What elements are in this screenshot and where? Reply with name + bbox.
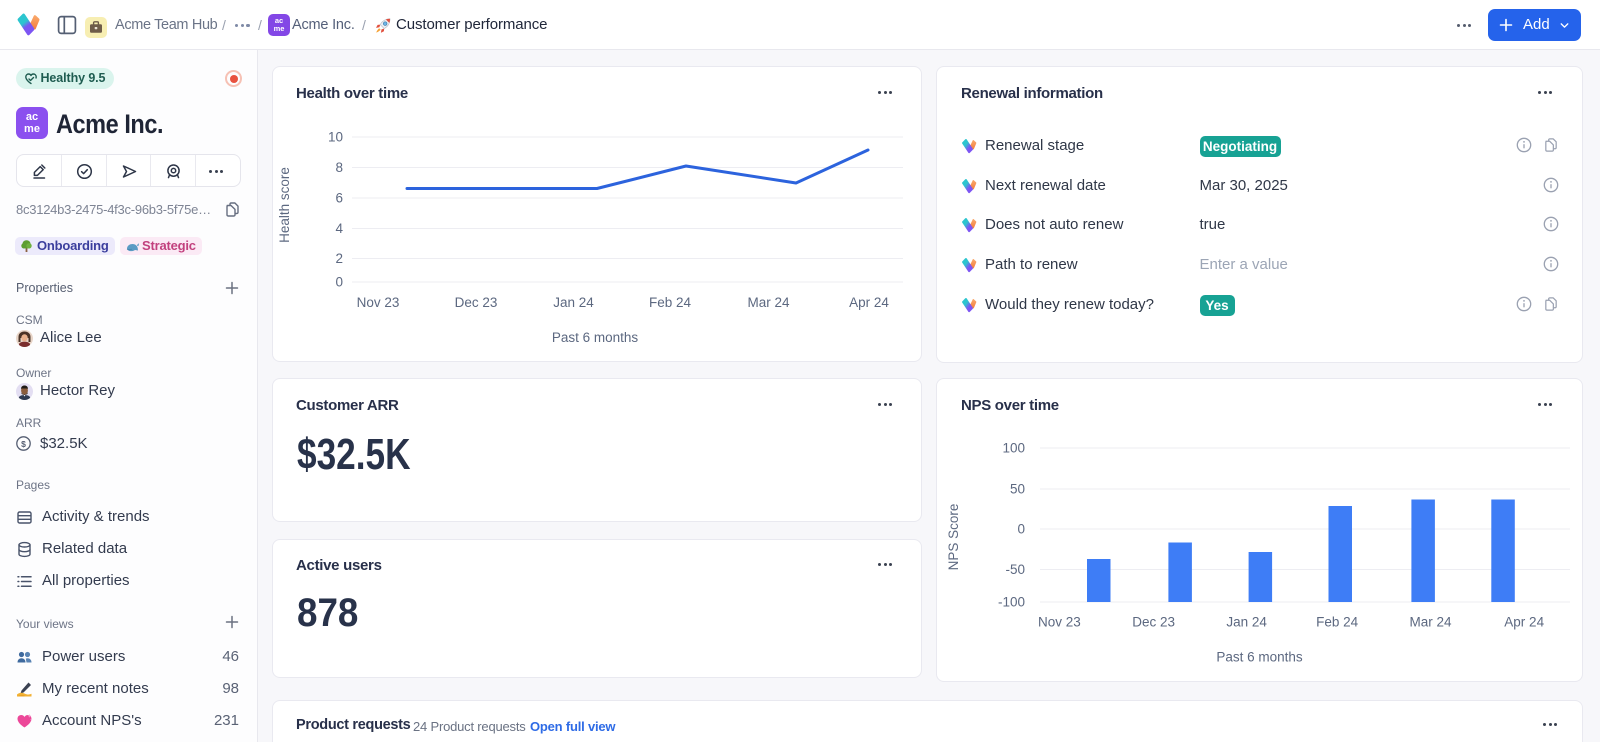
svg-text:$: $ <box>21 439 26 449</box>
svg-text:-100: -100 <box>998 595 1025 610</box>
svg-text:Nov 23: Nov 23 <box>1038 615 1081 630</box>
svg-text:100: 100 <box>1002 441 1025 456</box>
svg-text:50: 50 <box>1010 482 1025 497</box>
svg-text:Jan 24: Jan 24 <box>1226 615 1267 630</box>
svg-text:Dec 23: Dec 23 <box>1132 615 1175 630</box>
svg-text:0: 0 <box>1017 522 1025 537</box>
svg-text:0: 0 <box>335 275 343 290</box>
svg-text:Past 6 months: Past 6 months <box>1216 650 1303 665</box>
svg-text:6: 6 <box>335 191 343 206</box>
svg-text:2: 2 <box>335 251 343 266</box>
svg-text:-50: -50 <box>1005 562 1025 577</box>
svg-text:Jan 24: Jan 24 <box>553 295 594 310</box>
svg-text:Health score: Health score <box>277 167 292 243</box>
svg-text:4: 4 <box>335 221 343 236</box>
svg-text:Apr 24: Apr 24 <box>1504 615 1544 630</box>
svg-text:Mar 24: Mar 24 <box>747 295 790 310</box>
svg-text:NPS Score: NPS Score <box>946 504 961 571</box>
svg-text:Mar 24: Mar 24 <box>1409 615 1452 630</box>
svg-text:Apr 24: Apr 24 <box>849 295 889 310</box>
svg-text:Nov 23: Nov 23 <box>357 295 400 310</box>
svg-text:Dec 23: Dec 23 <box>455 295 498 310</box>
svg-text:10: 10 <box>328 130 343 145</box>
svg-text:8: 8 <box>335 160 343 175</box>
svg-text:Feb 24: Feb 24 <box>1316 615 1359 630</box>
svg-text:Past 6 months: Past 6 months <box>552 330 639 345</box>
svg-text:Feb 24: Feb 24 <box>649 295 692 310</box>
